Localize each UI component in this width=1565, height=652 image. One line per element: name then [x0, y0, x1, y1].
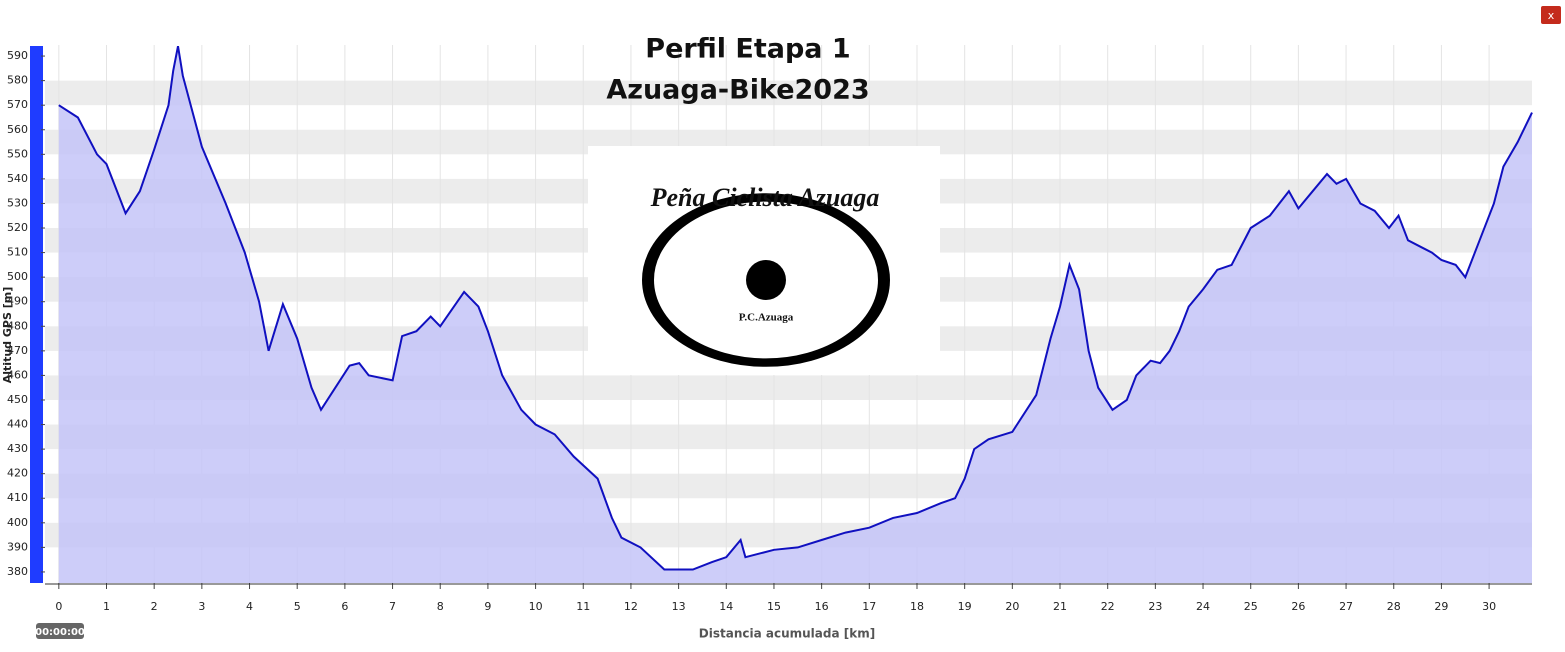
x-tick-label: 13 [672, 600, 686, 613]
x-tick-label: 22 [1101, 600, 1115, 613]
logo-subtext: P.C.Azuaga [739, 312, 794, 324]
x-tick-label: 9 [484, 600, 491, 613]
x-tick-label: 2 [151, 600, 158, 613]
y-tick-label: 500 [7, 270, 28, 283]
y-tick-label: 460 [7, 368, 28, 381]
y-tick-label: 570 [7, 98, 28, 111]
chart-title: Perfil Etapa 1 [645, 34, 850, 65]
band [45, 80, 1532, 106]
x-tick-label: 4 [246, 600, 253, 613]
axis-bar [30, 46, 43, 583]
y-tick-label: 560 [7, 123, 28, 136]
x-tick-label: 3 [198, 600, 205, 613]
x-tick-label: 27 [1339, 600, 1353, 613]
x-tick-label: 20 [1005, 600, 1019, 613]
x-tick-label: 5 [294, 600, 301, 613]
x-tick-label: 25 [1244, 600, 1258, 613]
logo-text: Peña Ciclista Azuaga [650, 183, 880, 212]
y-tick-label: 530 [7, 196, 28, 209]
logo: Peña Ciclista Azuaga P.C.Azuaga [588, 146, 940, 375]
y-tick-label: 480 [7, 319, 28, 332]
x-tick-label: 1 [103, 600, 110, 613]
x-tick-label: 15 [767, 600, 781, 613]
y-tick-label: 380 [7, 565, 28, 578]
time-badge [36, 623, 84, 639]
x-tick-label: 11 [576, 600, 590, 613]
x-tick-label: 14 [719, 600, 733, 613]
close-icon: x [1548, 9, 1555, 22]
y-tick-label: 490 [7, 295, 28, 308]
x-tick-label: 30 [1482, 600, 1496, 613]
x-tick-label: 23 [1148, 600, 1162, 613]
y-tick-label: 450 [7, 393, 28, 406]
y-axis-label: Altitud GPS [m] [1, 287, 14, 383]
y-tick-label: 580 [7, 74, 28, 87]
logo-hub [746, 260, 786, 300]
x-axis-label: Distancia acumulada [km] [699, 627, 875, 641]
chart-subtitle: Azuaga-Bike2023 [606, 75, 869, 106]
y-tick-label: 590 [7, 49, 28, 62]
y-tick-label: 520 [7, 221, 28, 234]
x-tick-label: 12 [624, 600, 638, 613]
time-label: 00:00:00 [35, 627, 85, 638]
y-tick-label: 470 [7, 344, 28, 357]
y-tick-label: 430 [7, 442, 28, 455]
profile-line [58, 46, 1533, 571]
x-tick-label: 29 [1434, 600, 1448, 613]
x-tick-label: 24 [1196, 600, 1210, 613]
x-tick-label: 8 [437, 600, 444, 613]
x-tick-label: 21 [1053, 600, 1067, 613]
x-tick-label: 18 [910, 600, 924, 613]
y-tick-label: 540 [7, 172, 28, 185]
y-tick-label: 420 [7, 467, 28, 480]
x-tick-label: 10 [529, 600, 543, 613]
area [58, 46, 1532, 583]
close-button[interactable] [1541, 6, 1561, 24]
x-tick-label: 26 [1291, 600, 1305, 613]
y-tick-label: 510 [7, 246, 28, 259]
x-tick-label: 28 [1387, 600, 1401, 613]
x-tick-label: 6 [341, 600, 348, 613]
x-tick-label: 16 [815, 600, 829, 613]
x-tick-label: 0 [55, 600, 62, 613]
y-tick-label: 440 [7, 418, 28, 431]
x-tick-label: 17 [862, 600, 876, 613]
y-tick-label: 410 [7, 491, 28, 504]
x-tick-label: 19 [958, 600, 972, 613]
x-tick-label: 7 [389, 600, 396, 613]
y-tick-label: 390 [7, 540, 28, 553]
y-tick-label: 550 [7, 147, 28, 160]
y-tick-label: 400 [7, 516, 28, 529]
